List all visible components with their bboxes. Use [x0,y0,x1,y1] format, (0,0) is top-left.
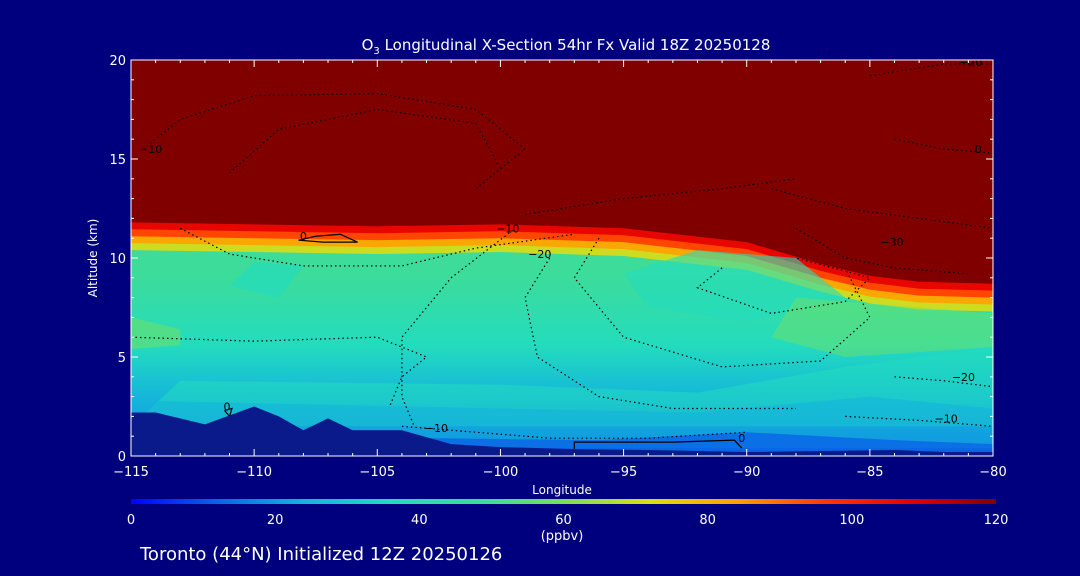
contour-line [894,138,993,154]
contour-label: −10 [935,412,958,425]
contour-lines [131,63,993,451]
contour-label: −10 [139,143,162,156]
colorbar-tick-label: 60 [555,513,572,528]
ozone-patch [229,261,304,298]
contour-label: 0 [975,143,982,156]
x-tick-label: −95 [610,465,637,480]
tropopause-band [131,220,993,305]
x-tick-label: −110 [236,465,272,480]
contour-labels: −10 0 −10 −20 −30 −20 0 −20 −10 −10 0 0 [139,56,982,445]
contour-label: 0 [738,432,745,445]
contour-line [142,93,527,190]
x-tick-label: −80 [979,465,1006,480]
x-axis: −115 −110 −105 −100 −95 −90 −85 −80 [113,60,1007,480]
contour-label: −30 [880,236,903,249]
contour-line [524,178,797,216]
y-tick-label: 5 [118,351,126,366]
contour-label: −10 [425,422,448,435]
x-tick-label: −100 [483,465,519,480]
contour-line [771,188,993,229]
stratosphere-core [131,60,993,278]
zero-contour [573,439,743,451]
contour-line [524,257,796,410]
contour-line [401,229,514,427]
ozone-patch [623,250,846,322]
colorbar-tick-label: 80 [699,513,716,528]
ozone-patch [771,297,993,357]
tropopause-band [131,220,993,291]
colorbar-tick-label: 20 [267,513,284,528]
footer-text: Toronto (44°N) Initialized 12Z 20250126 [139,544,502,565]
contour-label: 0 [224,400,231,413]
ozone-patch [131,317,181,350]
zero-contour [298,233,358,243]
colorbar-tick-label: 120 [984,513,1009,528]
x-tick-label: −85 [856,465,883,480]
y-axis: 0 5 10 15 20 [109,54,993,465]
y-axis-label: Altitude (km) [86,219,100,298]
contour-label: −20 [528,248,551,261]
contour-label: −20 [959,56,982,69]
chart-title: O3 Longitudinal X-Section 54hr Fx Valid … [362,36,771,57]
x-tick-label: −105 [359,465,395,480]
contour-line [894,376,993,388]
contour-label: −20 [952,371,975,384]
x-axis-label: Longitude [532,483,592,497]
colorbar [131,499,996,504]
x-tick-label: −115 [113,465,149,480]
zero-contour [224,407,233,418]
ozone-field-patches [131,220,993,456]
colorbar-tick-label: 100 [839,513,864,528]
colorbar-tick-label: 0 [127,513,135,528]
y-tick-label: 10 [109,252,126,267]
y-tick-label: 20 [109,54,126,69]
contour-label: −10 [496,222,519,235]
x-tick-label: −90 [733,465,760,480]
y-tick-label: 15 [109,153,126,168]
contour-line [795,227,969,275]
terrain [131,406,993,456]
colorbar-unit-label: (ppbv) [541,529,584,544]
y-tick-label: 0 [118,450,126,465]
colorbar-tick-label: 40 [411,513,428,528]
contour-line [179,227,575,267]
contour-label: 0 [300,230,307,243]
plot-area: −10 0 −10 −20 −30 −20 0 −20 −10 −10 0 0 [131,56,993,456]
colorbar-ticks: 0 20 40 60 80 100 120 [127,513,1009,528]
